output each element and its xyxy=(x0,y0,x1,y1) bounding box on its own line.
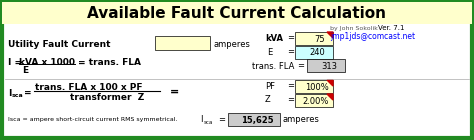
FancyBboxPatch shape xyxy=(295,94,333,107)
Text: 313: 313 xyxy=(321,61,337,71)
Text: 240: 240 xyxy=(309,47,325,57)
Text: 15,625: 15,625 xyxy=(241,116,274,124)
Text: 100%: 100% xyxy=(305,82,329,92)
Text: sca: sca xyxy=(12,93,24,97)
Text: = trans. FLA: = trans. FLA xyxy=(78,58,141,66)
Text: PF: PF xyxy=(265,81,275,90)
Text: 75: 75 xyxy=(314,34,325,44)
Text: =: = xyxy=(297,61,304,71)
FancyBboxPatch shape xyxy=(155,36,210,50)
Text: =: = xyxy=(218,116,225,124)
Text: trans. FLA: trans. FLA xyxy=(252,61,294,71)
Text: Available Fault Current Calculation: Available Fault Current Calculation xyxy=(88,5,386,20)
Text: =: = xyxy=(170,87,179,97)
Text: Isca = ampere short-circuit current RMS symmetrical.: Isca = ampere short-circuit current RMS … xyxy=(8,117,177,122)
Text: Utility Fault Current: Utility Fault Current xyxy=(8,39,110,48)
Polygon shape xyxy=(327,94,333,100)
Text: E: E xyxy=(267,47,272,57)
Text: =: = xyxy=(287,33,294,43)
FancyBboxPatch shape xyxy=(295,80,333,93)
Text: =: = xyxy=(287,95,294,104)
Text: kVA: kVA xyxy=(265,33,283,43)
Text: trans. FLA x 100 x PF: trans. FLA x 100 x PF xyxy=(35,82,143,92)
Text: Z: Z xyxy=(265,95,271,104)
Text: kVA x 1000: kVA x 1000 xyxy=(19,58,75,66)
FancyBboxPatch shape xyxy=(307,59,345,72)
Text: jmp1jds@comcast.net: jmp1jds@comcast.net xyxy=(330,32,415,40)
Text: by John Sokolik: by John Sokolik xyxy=(330,25,378,31)
Text: =: = xyxy=(287,81,294,90)
Text: sca: sca xyxy=(204,120,213,124)
Text: I: I xyxy=(8,88,11,97)
Text: E: E xyxy=(22,66,28,74)
Text: =: = xyxy=(287,47,294,57)
Text: Ver. 7.1: Ver. 7.1 xyxy=(378,25,404,31)
Text: I =: I = xyxy=(8,58,25,66)
Text: I: I xyxy=(200,116,202,124)
Text: =: = xyxy=(24,88,32,97)
Text: 2.00%: 2.00% xyxy=(302,96,329,106)
FancyBboxPatch shape xyxy=(228,113,280,126)
Polygon shape xyxy=(327,32,333,38)
FancyBboxPatch shape xyxy=(2,2,472,24)
Text: amperes: amperes xyxy=(283,116,320,124)
Text: amperes: amperes xyxy=(214,39,251,48)
Polygon shape xyxy=(327,80,333,86)
Text: transformer  Z: transformer Z xyxy=(70,93,144,102)
FancyBboxPatch shape xyxy=(2,2,472,138)
FancyBboxPatch shape xyxy=(295,32,333,45)
FancyBboxPatch shape xyxy=(295,46,333,59)
